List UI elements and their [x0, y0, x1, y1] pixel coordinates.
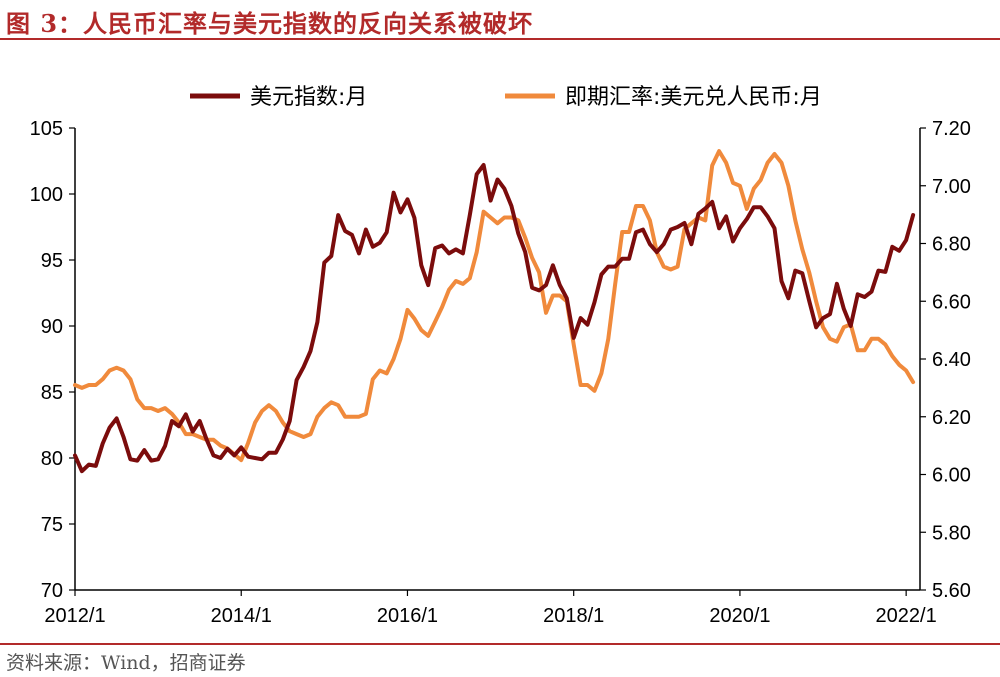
- y-right-tick-label: 5.80: [932, 522, 971, 544]
- y-right-tick-label: 6.80: [932, 234, 971, 256]
- series-line-usd-index: [73, 163, 916, 474]
- x-tick-label: 2018/1: [543, 605, 604, 627]
- legend-label-usd-index: 美元指数:月: [250, 85, 367, 110]
- y-left-tick-label: 70: [41, 580, 63, 602]
- x-tick-label: 2016/1: [377, 605, 438, 627]
- x-tick-label: 2022/1: [876, 605, 937, 627]
- y-right-tick-label: 5.60: [932, 580, 971, 602]
- source-note: 资料来源：Wind，招商证券: [6, 652, 246, 674]
- y-right-tick-label: 6.40: [932, 349, 971, 371]
- y-left-tick-label: 105: [30, 118, 63, 140]
- x-tick-label: 2020/1: [709, 605, 770, 627]
- x-tick-label: 2014/1: [211, 605, 272, 627]
- axes: 70 75 80 85 90 95 100 105 5.60 5.80 6.00 6.20 6.40 6.…: [30, 118, 971, 627]
- x-tick-label: 2012/1: [44, 605, 105, 627]
- y-right-tick-label: 6.00: [932, 465, 971, 487]
- source-rule: [0, 643, 1000, 645]
- legend-label-usdcny: 即期汇率:美元兑人民币:月: [565, 85, 822, 110]
- y-left-tick-label: 100: [30, 184, 63, 206]
- series-line-usdcny: [73, 149, 916, 463]
- legend: 美元指数:月 即期汇率:美元兑人民币:月: [190, 85, 822, 110]
- y-left-tick-label: 95: [41, 250, 63, 272]
- y-left-tick-label: 85: [41, 382, 63, 404]
- y-right-tick-label: 7.00: [932, 176, 971, 198]
- y-right-tick-label: 7.20: [932, 118, 971, 140]
- y-left-tick-label: 80: [41, 448, 63, 470]
- chart: 美元指数:月 即期汇率:美元兑人民币:月 70 75 80 85 90 95 100 105 5…: [30, 85, 971, 627]
- y-left-tick-label: 75: [41, 514, 63, 536]
- y-right-tick-label: 6.20: [932, 407, 971, 429]
- title-rule: [0, 38, 1000, 40]
- series-layer: [73, 149, 916, 474]
- y-right-tick-label: 6.60: [932, 291, 971, 313]
- figure-title: 图 3：人民币汇率与美元指数的反向关系被破坏: [6, 9, 534, 38]
- y-left-tick-label: 90: [41, 316, 63, 338]
